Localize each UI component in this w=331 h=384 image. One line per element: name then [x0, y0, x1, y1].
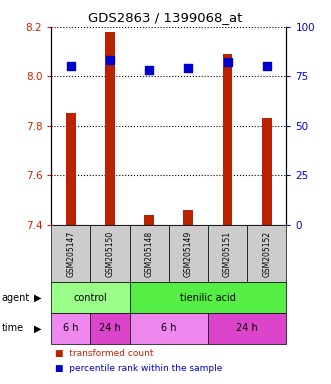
- Point: [68, 63, 73, 70]
- Text: GDS2863 / 1399068_at: GDS2863 / 1399068_at: [88, 12, 243, 25]
- Text: ■  percentile rank within the sample: ■ percentile rank within the sample: [55, 364, 222, 373]
- Point: [264, 63, 269, 70]
- Text: ▶: ▶: [34, 323, 42, 333]
- Text: time: time: [2, 323, 24, 333]
- Text: GSM205148: GSM205148: [145, 230, 154, 276]
- Point: [225, 60, 230, 66]
- Bar: [105, 32, 115, 225]
- Text: 24 h: 24 h: [99, 323, 121, 333]
- Point: [147, 67, 152, 73]
- Text: control: control: [73, 293, 107, 303]
- Text: ■  transformed count: ■ transformed count: [55, 349, 153, 358]
- Text: ▶: ▶: [34, 293, 42, 303]
- Text: agent: agent: [2, 293, 30, 303]
- Text: tienilic acid: tienilic acid: [180, 293, 236, 303]
- Point: [186, 65, 191, 71]
- Bar: [144, 215, 154, 225]
- Point: [107, 58, 113, 64]
- Bar: [262, 118, 272, 225]
- Bar: [183, 210, 193, 225]
- Bar: [223, 54, 232, 225]
- Text: GSM205149: GSM205149: [184, 230, 193, 276]
- Text: 6 h: 6 h: [63, 323, 79, 333]
- Text: 24 h: 24 h: [236, 323, 258, 333]
- Text: GSM205147: GSM205147: [67, 230, 75, 276]
- Text: 6 h: 6 h: [161, 323, 176, 333]
- Text: GSM205152: GSM205152: [262, 230, 271, 276]
- Bar: [66, 113, 76, 225]
- Text: GSM205151: GSM205151: [223, 230, 232, 276]
- Text: GSM205150: GSM205150: [106, 230, 115, 276]
